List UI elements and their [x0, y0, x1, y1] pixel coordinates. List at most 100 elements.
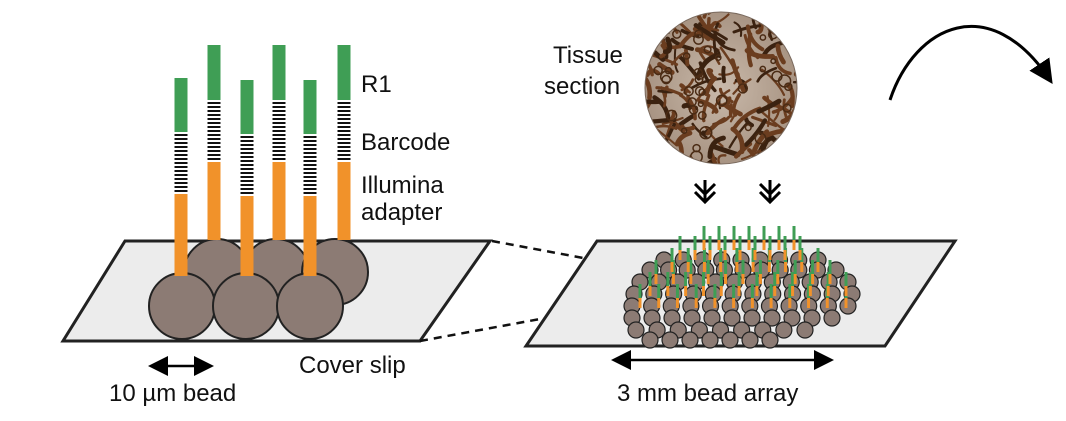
r1-segment: [273, 45, 286, 100]
barcode-stripe: [304, 168, 317, 170]
barcode-stripe: [338, 142, 351, 144]
barcode-stripe: [338, 118, 351, 120]
r1-segment: [208, 45, 221, 100]
r1-segment: [175, 78, 188, 132]
barcode-stripe: [304, 156, 317, 158]
barcode-stripe: [338, 138, 351, 140]
barcode-stripe: [208, 106, 221, 108]
barcode-stripe: [304, 148, 317, 150]
array-bead: [662, 332, 678, 348]
barcode-stripe: [241, 192, 254, 194]
barcode-label: Barcode: [361, 130, 450, 156]
barcode-stripe: [175, 134, 188, 136]
r1-segment: [304, 80, 317, 134]
tissue-section-image: [630, 0, 813, 178]
barcode-stripe: [273, 134, 286, 136]
tissue-fiber: [671, 18, 681, 21]
barcode-stripe: [208, 134, 221, 136]
tissue-label-line2: section: [544, 74, 620, 100]
tissue-fiber: [786, 35, 792, 50]
barcode-stripe: [304, 188, 317, 190]
barcode-stripe: [208, 126, 221, 128]
array-bead: [776, 322, 792, 338]
tissue-fiber: [771, 160, 780, 169]
barcode-stripe: [273, 150, 286, 152]
tissue-gland: [657, 15, 669, 27]
tissue-fiber: [774, 8, 792, 14]
array-bead: [742, 332, 758, 348]
barcode-stripe: [338, 102, 351, 104]
tissue-fiber: [648, 157, 669, 162]
barcode-stripe: [241, 164, 254, 166]
tissue-fiber: [754, 163, 765, 165]
barcode-stripe: [241, 184, 254, 186]
adapter-segment: [208, 162, 221, 240]
tissue-fiber: [765, 153, 790, 154]
barcode-stripe: [175, 146, 188, 148]
barcode-stripe: [208, 118, 221, 120]
tissue-fiber: [646, 25, 661, 32]
tissue-fiber: [634, 81, 645, 105]
barcode-stripe: [241, 172, 254, 174]
barcode-stripe: [304, 192, 317, 194]
tissue-fiber: [643, 101, 660, 102]
barcode-stripe: [338, 114, 351, 116]
tissue-fiber: [646, 23, 670, 27]
barcode-stripe: [208, 122, 221, 124]
barcode-stripe: [273, 122, 286, 124]
array-size-label: 3 mm bead array: [617, 381, 798, 407]
barcode-stripe: [273, 142, 286, 144]
barcode-stripe: [304, 140, 317, 142]
barcode-stripe: [175, 154, 188, 156]
barcode-stripe: [338, 106, 351, 108]
array-bead: [682, 332, 698, 348]
tissue-fiber: [792, 133, 796, 165]
array-bead: [642, 332, 658, 348]
barcode-stripe: [338, 154, 351, 156]
r1-segment: [338, 45, 351, 100]
tissue-fiber: [648, 36, 664, 39]
barcode-stripe: [273, 102, 286, 104]
barcode-stripe: [273, 130, 286, 132]
barcode-stripe: [273, 118, 286, 120]
barcode-stripe: [304, 160, 317, 162]
barcode-stripe: [273, 126, 286, 128]
barcode-stripe: [208, 146, 221, 148]
barcode-stripe: [175, 178, 188, 180]
adapter-segment: [304, 196, 317, 276]
barcode-stripe: [241, 168, 254, 170]
adapter-label-line2: adapter: [361, 200, 442, 226]
r1-segment: [241, 80, 254, 134]
tissue-fiber: [749, 34, 751, 65]
barcode-stripe: [175, 158, 188, 160]
tissue-fiber: [644, 44, 656, 46]
tissue-fiber: [784, 147, 786, 157]
tissue-fiber: [784, 12, 798, 31]
array-bead: [840, 298, 856, 314]
array-bead: [824, 310, 840, 326]
barcode-stripe: [338, 110, 351, 112]
tissue-fiber: [723, 68, 724, 81]
array-bead: [797, 322, 813, 338]
curved-arrow-icon: [890, 26, 1050, 100]
barcode-stripe: [208, 130, 221, 132]
tissue-fiber: [643, 139, 648, 148]
barcode-stripe: [304, 172, 317, 174]
barcode-stripe: [304, 136, 317, 138]
barcode-stripe: [208, 138, 221, 140]
barcode-stripe: [338, 150, 351, 152]
tissue-fiber: [657, 28, 669, 33]
barcode-stripe: [175, 142, 188, 144]
barcode-stripe: [208, 142, 221, 144]
tissue-gland: [648, 18, 655, 25]
barcode-stripe: [338, 126, 351, 128]
barcode-stripe: [338, 146, 351, 148]
tissue-fiber: [670, 12, 700, 14]
barcode-stripe: [175, 174, 188, 176]
tissue-fiber: [772, 4, 784, 15]
barcode-stripe: [241, 152, 254, 154]
barcode-stripe: [304, 184, 317, 186]
tissue-fiber: [630, 120, 648, 139]
